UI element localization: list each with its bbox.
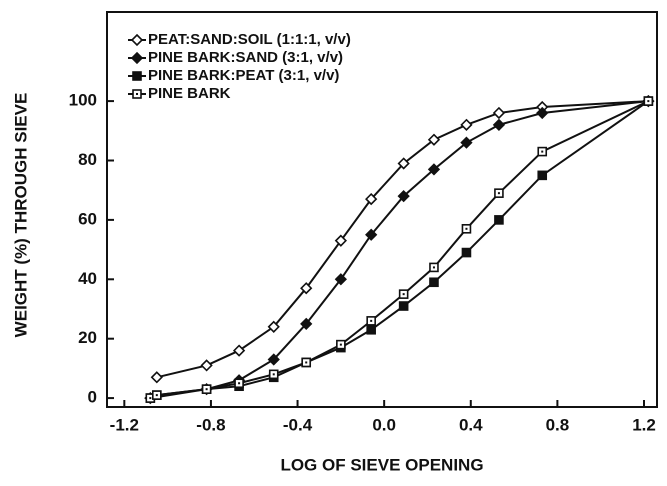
- point: [366, 324, 376, 335]
- point-dot: [205, 388, 208, 391]
- legend-label: PINE BARK:PEAT (3:1, v/v): [148, 67, 339, 84]
- point: [537, 170, 548, 181]
- legend-label: PINE BARK: [148, 85, 231, 102]
- point-dot: [272, 373, 275, 376]
- point: [492, 106, 506, 120]
- y-tick-label: 0: [88, 388, 97, 407]
- point: [397, 157, 410, 170]
- point: [460, 118, 473, 131]
- point: [150, 371, 163, 384]
- point-dot: [465, 227, 468, 230]
- point: [494, 215, 504, 225]
- point-dot: [402, 293, 405, 296]
- legend-symbol: [130, 51, 144, 65]
- point: [427, 133, 441, 146]
- plot-frame: [106, 11, 658, 408]
- point-dot: [305, 361, 308, 364]
- x-tick-label: 0.4: [459, 415, 483, 434]
- point-dot: [339, 343, 342, 346]
- legend-symbol: [130, 33, 144, 47]
- point: [365, 228, 378, 241]
- point: [429, 277, 439, 288]
- legend-symbol: [132, 71, 142, 81]
- x-tick-label: 1.2: [632, 415, 656, 434]
- x-tick-label: -1.2: [110, 415, 139, 434]
- series-line: [149, 100, 649, 399]
- point: [300, 282, 313, 295]
- point: [334, 273, 347, 286]
- x-axis-label: LOG OF SIEVE OPENING: [280, 455, 483, 474]
- y-tick-label: 100: [69, 91, 97, 110]
- y-tick-label: 40: [78, 269, 97, 288]
- series-line: [149, 100, 649, 399]
- point: [334, 234, 347, 247]
- legend-label: PINE BARK:SAND (3:1, v/v): [148, 49, 343, 66]
- point-dot: [647, 100, 650, 103]
- series-line: [150, 100, 649, 400]
- point: [398, 301, 409, 311]
- point-dot: [370, 319, 373, 322]
- point-dot: [238, 382, 241, 385]
- point: [232, 344, 246, 357]
- y-tick-label: 80: [78, 150, 97, 169]
- point-dot: [432, 266, 435, 269]
- point: [365, 192, 378, 206]
- point: [267, 320, 280, 333]
- point: [300, 317, 313, 330]
- point: [536, 106, 549, 120]
- x-tick-label: 0.0: [372, 415, 396, 434]
- point: [427, 163, 441, 176]
- point: [460, 136, 473, 149]
- point: [397, 190, 410, 203]
- point-dot: [497, 192, 500, 195]
- point-dot: [136, 93, 138, 95]
- point: [267, 353, 280, 366]
- point-dot: [149, 397, 152, 400]
- point: [200, 359, 213, 372]
- x-tick-label: -0.4: [283, 415, 313, 434]
- y-tick-label: 20: [78, 328, 97, 347]
- x-tick-label: -0.8: [196, 415, 225, 434]
- series-line: [156, 100, 649, 379]
- legend-label: PEAT:SAND:SOIL (1:1:1, v/v): [148, 31, 351, 48]
- point-dot: [541, 150, 544, 153]
- point: [461, 247, 472, 258]
- x-tick-label: 0.8: [546, 415, 570, 434]
- point: [492, 118, 506, 131]
- y-tick-label: 60: [78, 209, 97, 228]
- y-axis-label: WEIGHT (%) THROUGH SIEVE: [11, 93, 30, 338]
- point-dot: [155, 394, 158, 397]
